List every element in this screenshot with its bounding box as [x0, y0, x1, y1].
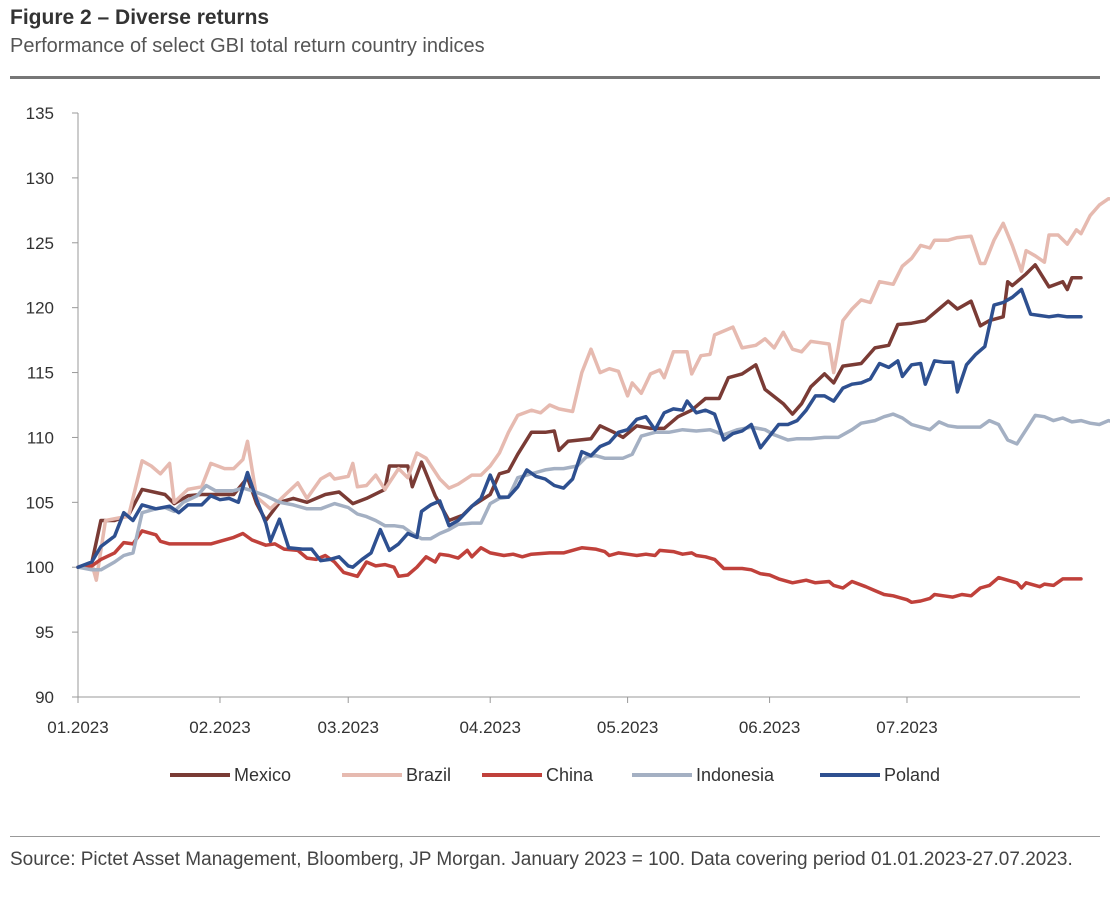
y-tick-label: 95 — [35, 623, 54, 642]
figure-title: Figure 2 – Diverse returns — [10, 6, 270, 29]
x-tick-label: 04.2023 — [459, 718, 520, 737]
series-line-china — [76, 529, 1083, 605]
source-note: Source: Pictet Asset Management, Bloombe… — [10, 849, 1073, 870]
series-line-poland — [76, 287, 1083, 569]
legend: Mexico Brazil China Indonesia Poland — [170, 765, 940, 785]
line-chart: 90 95 100 105 110 115 120 125 130 135 01.2023 02.20… — [26, 104, 1110, 785]
y-tick-label: 110 — [27, 428, 54, 447]
series-line-brazil — [76, 196, 1110, 582]
x-tick-label: 02.2023 — [189, 718, 250, 737]
legend-label: Mexico — [234, 765, 291, 785]
legend-item-poland: Poland — [820, 765, 940, 785]
x-tick-label: 07.2023 — [876, 718, 937, 737]
x-tick-label: 05.2023 — [597, 718, 658, 737]
series-lines — [76, 196, 1110, 605]
top-divider — [10, 76, 1100, 79]
series-line-mexico — [76, 263, 1083, 569]
y-tick-label: 90 — [35, 688, 54, 707]
legend-label: Indonesia — [696, 765, 775, 785]
bottom-divider — [10, 836, 1100, 837]
y-tick-label: 100 — [26, 558, 54, 577]
x-tick-label: 03.2023 — [317, 718, 378, 737]
legend-item-indonesia: Indonesia — [632, 765, 775, 785]
legend-item-mexico: Mexico — [170, 765, 291, 785]
y-tick-label: 130 — [26, 169, 54, 188]
x-tick-label: 01.2023 — [47, 718, 108, 737]
figure-subtitle: Performance of select GBI total return c… — [10, 35, 485, 57]
legend-label: Poland — [884, 765, 940, 785]
legend-label: China — [546, 765, 594, 785]
x-tick-label: 06.2023 — [739, 718, 800, 737]
y-tick-label: 125 — [26, 234, 54, 253]
y-tick-label: 120 — [26, 299, 54, 318]
legend-item-brazil: Brazil — [342, 765, 451, 785]
series-line-indonesia — [76, 412, 1110, 572]
legend-item-china: China — [482, 765, 594, 785]
y-tick-label: 135 — [26, 104, 54, 123]
axes: 90 95 100 105 110 115 120 125 130 135 01.2023 02.20… — [26, 104, 1080, 737]
y-tick-label: 115 — [27, 364, 54, 383]
legend-label: Brazil — [406, 765, 451, 785]
y-tick-label: 105 — [26, 493, 54, 512]
